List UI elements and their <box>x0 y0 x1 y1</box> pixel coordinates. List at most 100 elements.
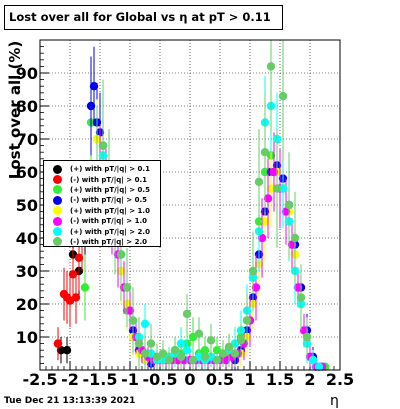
x-tick-label: 0.5 <box>206 370 234 389</box>
data-point <box>296 293 306 302</box>
data-point <box>224 342 234 352</box>
legend-label: (+) with pT/|q| > 0.5 <box>70 185 150 194</box>
y-tick-label: 40 <box>16 229 38 248</box>
data-point <box>128 316 138 325</box>
data-point <box>248 266 258 276</box>
data-point <box>125 306 135 315</box>
data-point <box>272 184 282 193</box>
legend-marker <box>53 164 62 174</box>
x-tick-label: 1.5 <box>266 370 294 389</box>
legend-entry: (+) with pT/|q| > 2.0 <box>44 226 160 237</box>
data-point <box>269 167 279 177</box>
legend-entry: (-) with pT/|q| > 2.0 <box>44 237 160 247</box>
data-point <box>293 283 303 292</box>
data-point <box>260 148 270 157</box>
legend-label: (+) with pT/|q| > 1.0 <box>70 206 150 215</box>
y-tick-label: 60 <box>16 163 38 182</box>
legend-marker <box>53 227 62 237</box>
x-tick-label: 2.5 <box>326 370 354 389</box>
data-point <box>200 352 210 361</box>
data-point <box>206 336 216 345</box>
legend-marker <box>53 195 62 205</box>
legend-marker <box>53 237 62 247</box>
data-point <box>287 240 297 249</box>
legend-entry: (-) with pT/|q| > 1.0 <box>44 216 160 226</box>
data-point <box>170 346 180 355</box>
data-point <box>146 339 156 348</box>
data-point <box>194 329 204 338</box>
legend-label: (-) with pT/|q| > 0.1 <box>70 175 147 184</box>
data-point <box>164 355 174 365</box>
legend-entry: (+) with pT/|q| > 0.1 <box>44 164 160 174</box>
data-point <box>302 332 312 342</box>
x-tick-label: -2 <box>61 370 79 389</box>
data-point <box>140 319 150 328</box>
axes: -2.5 -2 -1.5 -1 -0.5 0 0.5 1 1.5 2 2.5 10 20 30 40 50 60… <box>16 39 354 389</box>
data-point <box>176 352 186 361</box>
legend-label: (+) with pT/|q| > 2.0 <box>70 227 150 236</box>
data-point <box>188 355 198 365</box>
y-tick-label: 10 <box>16 328 38 347</box>
data-point <box>89 82 99 91</box>
data-point <box>116 250 126 259</box>
x-tick-label: 1 <box>244 370 255 389</box>
data-point <box>278 184 288 193</box>
x-tick-label: -1.5 <box>83 370 118 389</box>
y-tick-label: 80 <box>16 97 38 116</box>
data-point <box>251 283 261 292</box>
y-tick-label: 20 <box>16 295 38 314</box>
data-point <box>176 339 186 348</box>
legend-label: (-) with pT/|q| > 2.0 <box>70 237 147 246</box>
legend-entry: (+) with pT/|q| > 1.0 <box>44 206 160 216</box>
data-point <box>290 233 300 243</box>
series-1 <box>53 205 87 361</box>
data-point <box>182 346 192 355</box>
data-point <box>56 346 66 355</box>
y-tick-label: 70 <box>16 130 38 149</box>
data-point <box>266 184 276 193</box>
data-point <box>62 346 72 355</box>
x-tick-label: -0.5 <box>143 370 178 389</box>
x-tick-label: -1 <box>121 370 139 389</box>
data-point <box>263 194 273 203</box>
legend-entry: (-) with pT/|q| > 0.5 <box>44 195 160 205</box>
data-point <box>80 283 90 292</box>
legend-marker <box>53 216 62 226</box>
data-point <box>284 200 294 210</box>
data-point <box>254 177 264 187</box>
data-point <box>281 207 291 216</box>
data-point <box>86 101 96 111</box>
data-point <box>53 339 63 348</box>
data-point <box>230 349 240 358</box>
data-point <box>278 91 288 101</box>
legend-marker <box>53 206 62 216</box>
legend-label: (+) with pT/|q| > 0.1 <box>70 165 150 174</box>
y-tick-label: 90 <box>16 64 38 83</box>
date-stamp: Tue Dec 21 13:13:39 2021 <box>4 396 136 406</box>
plot-border <box>39 39 341 371</box>
data-point <box>314 362 324 371</box>
data-point <box>242 316 252 325</box>
legend-entry: (-) with pT/|q| > 0.1 <box>44 174 160 185</box>
legend-marker <box>53 175 62 185</box>
data-point <box>98 141 108 150</box>
y-tick-label: 30 <box>16 262 38 281</box>
legend-label: (-) with pT/|q| > 0.5 <box>70 196 147 205</box>
x-axis-label: η <box>330 393 339 409</box>
x-tick-label: 2 <box>304 370 315 389</box>
data-point <box>308 355 318 365</box>
legend-marker <box>53 185 62 195</box>
x-tick-label: 0 <box>184 370 195 389</box>
data-point <box>212 355 222 365</box>
data-point <box>122 283 132 292</box>
y-axis-label: Lost over all (%) <box>6 40 24 180</box>
data-point <box>134 339 144 348</box>
data-point <box>260 217 270 226</box>
data-point <box>257 233 267 243</box>
legend: (+) with pT/|q| > 0.1 (-) with pT/|q| > … <box>43 160 161 247</box>
y-tick-label: 50 <box>16 196 38 215</box>
data-point <box>140 349 150 358</box>
data-point <box>236 336 246 345</box>
data-point <box>299 326 309 335</box>
